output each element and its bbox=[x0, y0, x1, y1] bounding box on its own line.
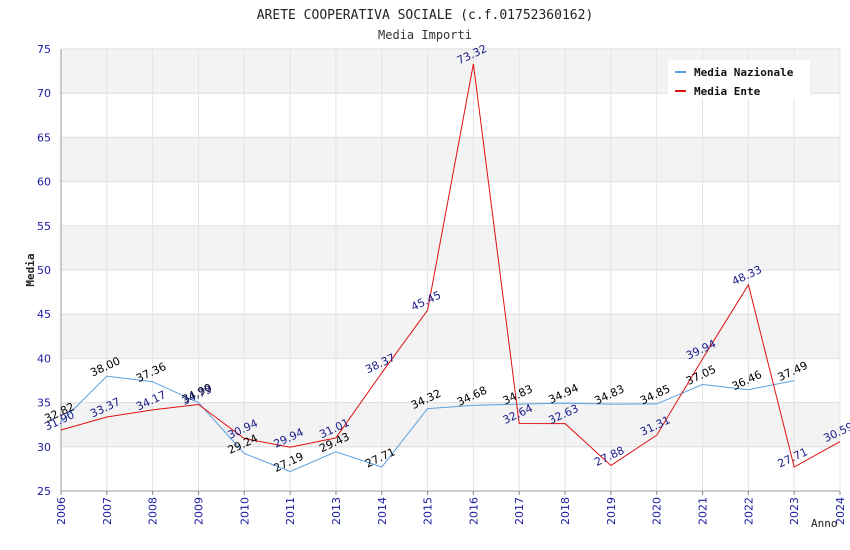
series-line bbox=[60, 375, 795, 473]
y-tick-label: 30 bbox=[37, 441, 51, 454]
data-label: 45.45 bbox=[409, 289, 443, 314]
x-tick-label: 2020 bbox=[651, 497, 664, 525]
y-tick-label: 50 bbox=[37, 264, 51, 277]
x-tick-label: 2010 bbox=[238, 497, 251, 525]
x-tick-label: 2013 bbox=[330, 497, 343, 525]
x-tick-label: 2023 bbox=[788, 497, 801, 525]
x-tick-label: 2024 bbox=[834, 497, 847, 525]
legend: Media Nazionale Media Ente bbox=[668, 60, 810, 98]
x-tick-label: 2019 bbox=[605, 497, 618, 525]
data-label: 37.05 bbox=[684, 363, 718, 388]
chart-subtitle: Media Importi bbox=[378, 28, 472, 42]
x-tick-label: 2021 bbox=[697, 497, 710, 525]
y-axis-ticks: 25 30 35 40 45 50 55 60 65 70 75 bbox=[37, 43, 51, 498]
y-tick-label: 40 bbox=[37, 352, 51, 365]
x-axis-label: Anno bbox=[811, 517, 838, 530]
legend-label: Media Ente bbox=[694, 85, 761, 98]
x-tick-label: 2017 bbox=[513, 497, 526, 525]
x-tick-label: 2018 bbox=[559, 497, 572, 525]
x-tick-label: 2009 bbox=[192, 497, 205, 525]
x-tick-label: 2016 bbox=[467, 497, 480, 525]
x-tick-label: 2007 bbox=[101, 497, 114, 525]
series-line bbox=[60, 63, 841, 468]
x-tick-label: 2008 bbox=[147, 497, 160, 525]
y-tick-label: 65 bbox=[37, 131, 51, 144]
grid-band bbox=[61, 402, 840, 447]
y-tick-label: 55 bbox=[37, 220, 51, 233]
y-tick-label: 45 bbox=[37, 308, 51, 321]
chart-title: ARETE COOPERATIVA SOCIALE (c.f.017523601… bbox=[257, 8, 594, 23]
data-label: 27.71 bbox=[776, 445, 810, 470]
x-tick-label: 2015 bbox=[422, 497, 435, 525]
y-tick-label: 25 bbox=[37, 485, 51, 498]
grid-band bbox=[61, 314, 840, 359]
y-tick-label: 60 bbox=[37, 176, 51, 189]
x-tick-label: 2011 bbox=[284, 497, 297, 525]
y-axis-label: Media bbox=[24, 253, 37, 286]
grid-band bbox=[61, 225, 840, 270]
legend-box bbox=[668, 60, 810, 98]
x-tick-label: 2022 bbox=[742, 497, 755, 525]
x-tick-label: 2014 bbox=[376, 497, 389, 525]
y-tick-label: 70 bbox=[37, 87, 51, 100]
x-axis-ticks: 2006 2007 2008 2009 2010 2011 2013 2014 2015 2016… bbox=[55, 491, 847, 525]
grid-lines bbox=[60, 48, 841, 492]
axes bbox=[60, 49, 840, 492]
grid-band bbox=[61, 137, 840, 182]
y-tick-label: 35 bbox=[37, 397, 51, 410]
data-label: 37.49 bbox=[776, 359, 810, 384]
legend-label: Media Nazionale bbox=[694, 66, 794, 79]
x-tick-label: 2006 bbox=[55, 497, 68, 525]
series-lines bbox=[60, 63, 841, 473]
data-label: 27.88 bbox=[592, 444, 626, 469]
y-tick-label: 75 bbox=[37, 43, 51, 56]
plot-background bbox=[61, 49, 840, 447]
